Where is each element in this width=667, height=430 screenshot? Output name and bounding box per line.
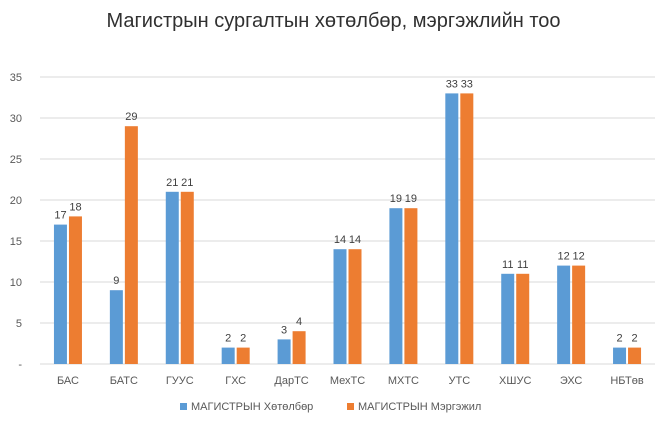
data-label: 2 <box>225 333 231 345</box>
x-tick-label: ХШУС <box>499 375 531 387</box>
data-label: 19 <box>390 193 402 205</box>
bar-mergejil <box>180 191 194 364</box>
bar-khutulbur <box>53 224 67 364</box>
x-tick-label: ГХС <box>225 375 246 387</box>
x-tick-label: УТС <box>448 375 470 387</box>
bar-khutulbur <box>445 93 459 365</box>
data-label: 9 <box>113 275 119 287</box>
bar-khutulbur <box>501 273 515 364</box>
data-label: 14 <box>334 234 346 246</box>
chart-title: Магистрын сургалтын хөтөлбөр, мэргэжлийн… <box>106 10 561 32</box>
data-label: 2 <box>616 333 622 345</box>
bar-mergejil <box>68 216 82 364</box>
bar-khutulbur <box>333 249 347 364</box>
bar-mergejil <box>292 331 306 364</box>
x-tick-label: ДарТС <box>274 375 308 387</box>
data-label: 3 <box>281 324 287 336</box>
data-label: 11 <box>502 259 513 271</box>
x-axis-ticks: БАС БАТС ГУУС ГХС ДарТС МехТС МХТС УТС ХШУС ЭХС НБ… <box>57 375 644 387</box>
x-tick-label: НБТөв <box>610 375 644 387</box>
x-tick-label: БАТС <box>110 375 138 387</box>
data-label: 11 <box>517 259 528 271</box>
bar-mergejil <box>572 265 586 364</box>
data-label: 2 <box>631 333 637 345</box>
bar-mergejil <box>348 249 362 364</box>
bar-mergejil <box>124 126 138 364</box>
data-label: 4 <box>296 316 302 328</box>
y-tick-label: 35 <box>10 72 22 84</box>
legend-swatch <box>180 403 187 410</box>
legend-label: МАГИСТРЫН Мэргэжил <box>358 401 481 413</box>
data-label: 2 <box>240 333 246 345</box>
x-tick-label: МехТС <box>330 375 365 387</box>
bar-mergejil <box>460 93 474 365</box>
bar-khutulbur <box>389 208 403 364</box>
legend: МАГИСТРЫН Хөтөлбөр МАГИСТРЫН Мэргэжил <box>180 401 481 413</box>
data-label: 21 <box>166 177 178 189</box>
data-label: 33 <box>446 78 458 90</box>
bars <box>53 93 642 365</box>
gridlines <box>40 76 655 365</box>
data-label: 12 <box>558 251 570 263</box>
bar-khutulbur <box>277 339 291 364</box>
y-tick-label: 20 <box>10 195 22 207</box>
data-label: 14 <box>349 234 361 246</box>
bar-khutulbur <box>557 265 571 364</box>
x-tick-label: ЭХС <box>560 375 583 387</box>
legend-swatch <box>347 403 354 410</box>
x-tick-label: МХТС <box>388 375 419 387</box>
data-label: 17 <box>54 210 66 222</box>
data-label: 12 <box>573 251 585 263</box>
y-tick-label: 30 <box>10 113 22 125</box>
x-tick-label: ГУУС <box>166 375 194 387</box>
y-tick-label: 25 <box>10 154 22 166</box>
x-tick-label: БАС <box>57 375 79 387</box>
y-tick-label: 15 <box>10 236 22 248</box>
y-tick-label: 5 <box>16 318 22 330</box>
data-label: 33 <box>461 78 473 90</box>
data-label: 29 <box>125 111 137 123</box>
data-label: 18 <box>69 201 81 213</box>
bar-khutulbur <box>221 347 235 364</box>
bar-mergejil <box>516 273 530 364</box>
y-tick-label: 10 <box>10 277 22 289</box>
bar-khutulbur <box>109 290 123 364</box>
bar-khutulbur <box>165 191 179 364</box>
bar-mergejil <box>236 347 250 364</box>
data-label: 21 <box>181 177 193 189</box>
legend-label: МАГИСТРЫН Хөтөлбөр <box>191 401 313 413</box>
bar-khutulbur <box>613 347 627 364</box>
y-axis-ticks: - 5 10 15 20 25 30 35 <box>10 72 23 371</box>
y-tick-label: - <box>18 359 22 371</box>
bar-mergejil <box>628 347 642 364</box>
bar-mergejil <box>404 208 418 364</box>
data-label: 19 <box>405 193 417 205</box>
